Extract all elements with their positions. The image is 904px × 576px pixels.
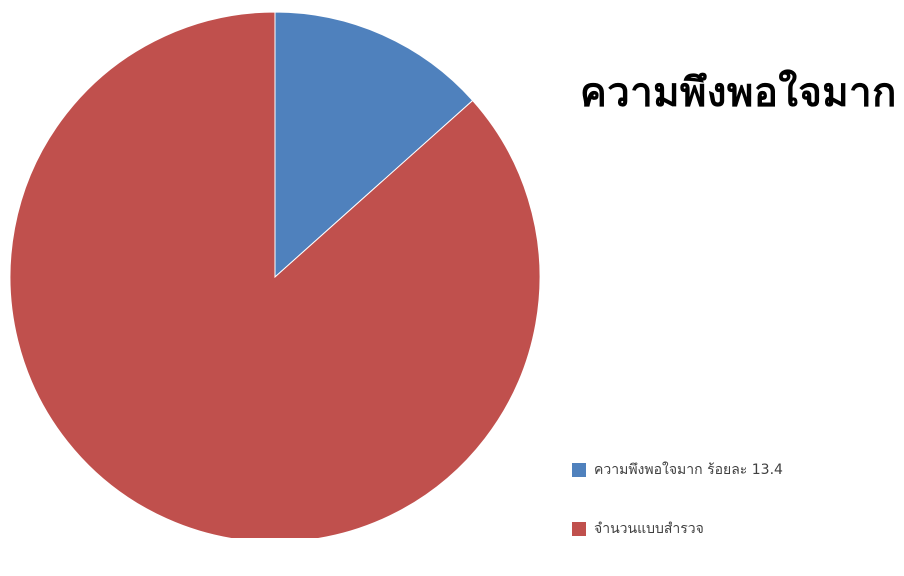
pie-slice-survey-count [9,11,541,538]
legend-label-very-satisfied: ความพึงพอใจมาก ร้อยละ 13.4 [594,462,783,478]
pie-slice-very-satisfied [274,11,474,279]
legend-item-survey-count: จำนวนแบบสำรวจ [572,517,783,541]
pie-chart [9,11,541,538]
chart-title: ความพึงพอใจมาก [580,69,897,116]
legend-swatch-very-satisfied [572,463,586,477]
legend-item-very-satisfied: ความพึงพอใจมาก ร้อยละ 13.4 [572,458,783,482]
chart-legend: ความพึงพอใจมาก ร้อยละ 13.4 จำนวนแบบสำรวจ [572,458,783,576]
legend-swatch-survey-count [572,522,586,536]
legend-label-survey-count: จำนวนแบบสำรวจ [594,521,704,537]
